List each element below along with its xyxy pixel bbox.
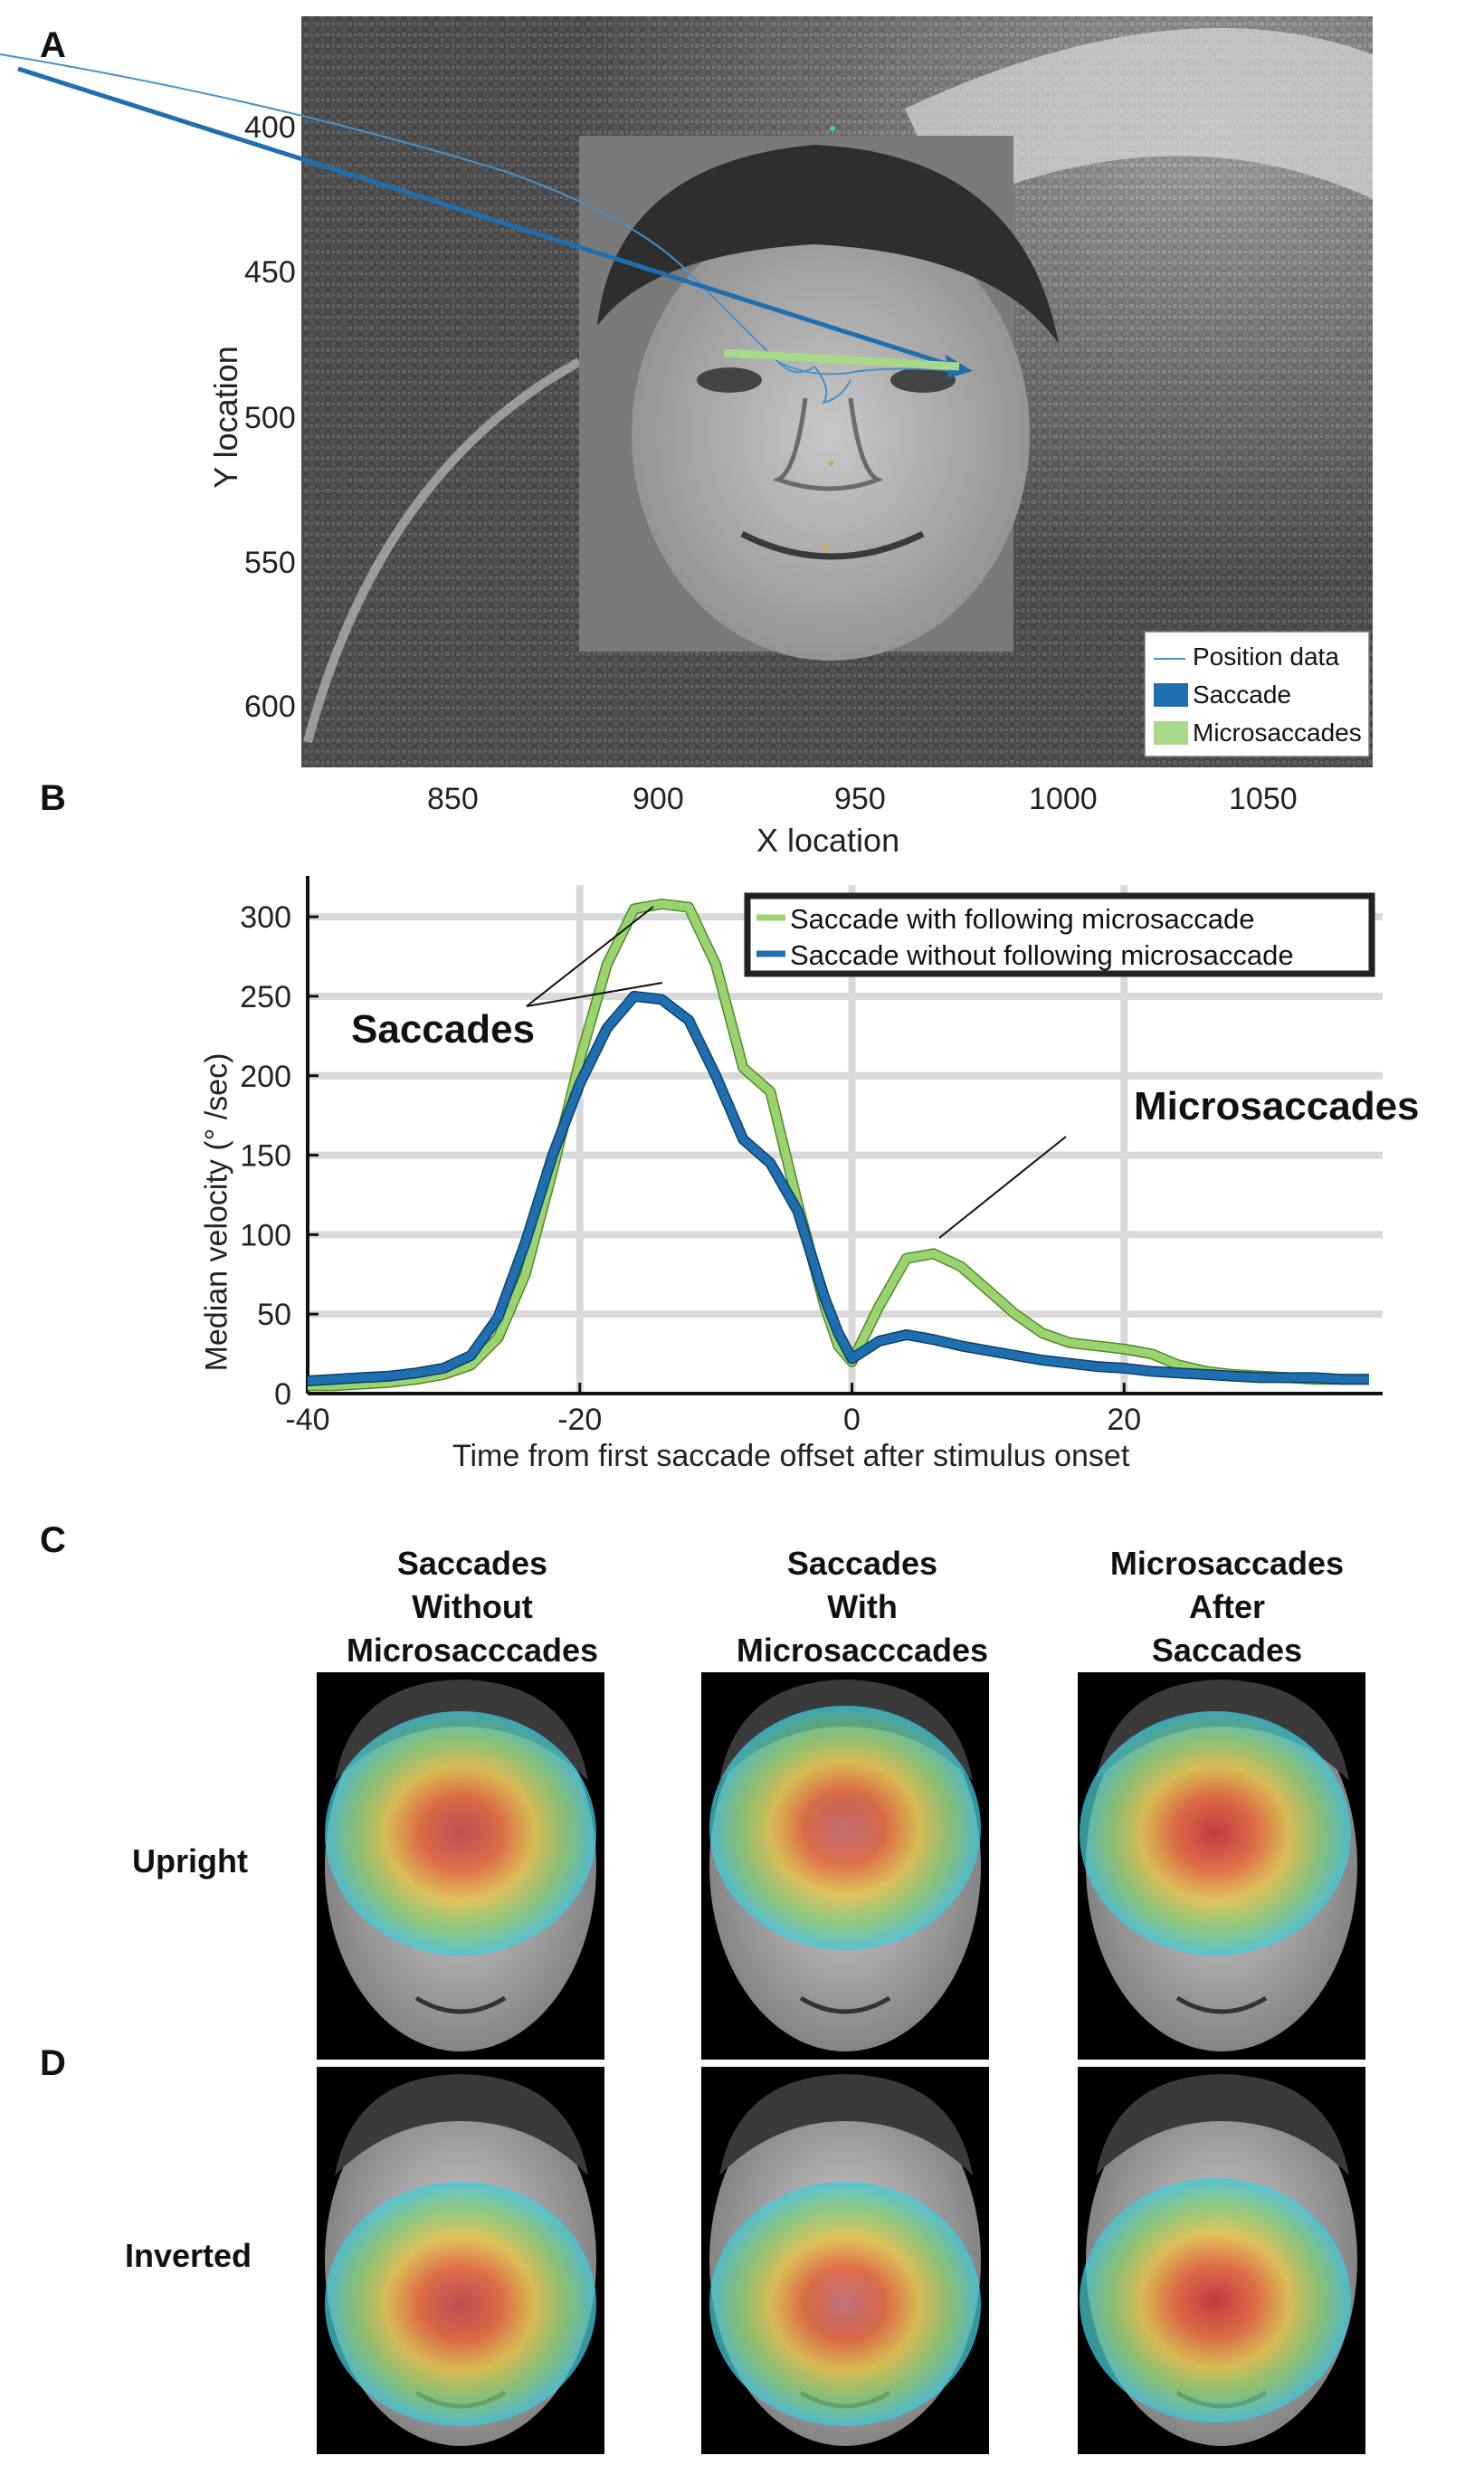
- legend-item-without-microsaccade: Saccade without following microsaccade: [790, 939, 1294, 971]
- hair: [719, 2074, 973, 2175]
- column-header-microsaccades-after: Microsaccades After Saccades: [1109, 1545, 1345, 1669]
- microsaccades-annotation: Microsaccades: [1134, 1084, 1420, 1128]
- y-tick-label: 250: [240, 980, 291, 1014]
- fixation-heat-blob: [1080, 1711, 1351, 1956]
- microsaccades-leader: [938, 1136, 1067, 1239]
- panel-a-xlabel: X location: [756, 822, 900, 859]
- legend-item-with-microsaccade: Saccade with following microsaccade: [790, 903, 1255, 935]
- mouth: [799, 1995, 891, 2014]
- y-tick: 550: [244, 546, 296, 580]
- series-line-without: [307, 992, 1369, 1385]
- panel-c-letter: C: [40, 1520, 66, 1560]
- y-tick-label: 0: [274, 1377, 291, 1412]
- fixation-heat-blob: [325, 2182, 596, 2426]
- legend-item-position: Position data: [1193, 642, 1339, 671]
- y-tick-label: 100: [240, 1218, 291, 1252]
- fixation-heat-blob: [709, 2182, 981, 2426]
- microsaccade-arrow: [723, 348, 960, 371]
- heatmap-inverted-without: [317, 2067, 604, 2454]
- column-header-saccades-with: Saccades With Microsacccades: [736, 1545, 989, 1669]
- x-tick-label: -20: [557, 1403, 602, 1437]
- panel-a-legend: [1144, 631, 1370, 757]
- chart-xlabel: Time from first saccade offset after sti…: [452, 1439, 1130, 1473]
- saccades-leader-2: [526, 982, 663, 1007]
- panel-a-eye-tracking-plot: [0, 16, 1373, 767]
- hair: [335, 2074, 588, 2175]
- saccades-leader-1: [526, 906, 654, 1007]
- hair: [1096, 1680, 1349, 1781]
- mouth: [1175, 1995, 1268, 2014]
- panel-b-letter: B: [40, 778, 66, 818]
- column-header-saccades-without: Saccades Without Microsacccades: [346, 1545, 599, 1669]
- heatmap-inverted-with: [701, 2067, 989, 2454]
- heatmap-upright-after: [1078, 1672, 1365, 2060]
- y-tick-label: 150: [240, 1139, 291, 1174]
- panel-a-ylabel: Y location: [207, 346, 244, 489]
- row-label-inverted: Inverted: [125, 2237, 252, 2274]
- hair: [1096, 2074, 1349, 2175]
- y-tick: 400: [244, 110, 296, 145]
- mouth: [414, 1995, 507, 2014]
- y-tick: 500: [244, 401, 296, 435]
- panel-d-letter: D: [40, 2043, 66, 2083]
- panel-b-velocity-chart: 0 50 100 150 200 250 300 -40 -20 0 20: [240, 876, 1383, 1437]
- x-tick: 850: [427, 782, 479, 816]
- x-tick: 1000: [1029, 782, 1098, 816]
- fixation-heat-blob: [325, 1711, 596, 1956]
- face-stimulus: [579, 136, 1059, 661]
- saccade-arrow: [17, 66, 956, 369]
- x-tick: 900: [633, 782, 684, 816]
- y-tick-label: 50: [257, 1298, 291, 1332]
- x-tick-label: 20: [1107, 1403, 1141, 1437]
- y-tick-label: 300: [240, 900, 291, 935]
- legend-item-saccade: Saccade: [1193, 680, 1291, 709]
- series-line-with: [308, 899, 1369, 1390]
- x-tick-label: 0: [843, 1403, 861, 1437]
- row-label-upright: Upright: [132, 1842, 248, 1880]
- x-tick-label: -40: [285, 1403, 329, 1437]
- fixation-heat-blob: [1080, 2178, 1351, 2422]
- heatmap-inverted-after: [1078, 2067, 1365, 2454]
- y-tick: 450: [244, 255, 296, 290]
- fixation-heat-blob: [709, 1706, 981, 1950]
- panel-a-letter: A: [40, 25, 66, 65]
- position-data-trace: [0, 53, 960, 376]
- hair: [335, 1680, 588, 1781]
- x-tick: 950: [834, 782, 886, 816]
- hair: [719, 1680, 973, 1781]
- chart-ylabel: Median velocity (° /sec): [199, 1052, 234, 1372]
- saccades-annotation: Saccades: [351, 1007, 536, 1052]
- legend-item-microsaccades: Microsaccades: [1193, 719, 1362, 747]
- x-tick: 1050: [1229, 782, 1298, 816]
- heatmap-upright-with: [701, 1672, 989, 2060]
- heatmap-upright-without: [317, 1672, 604, 2060]
- y-tick-label: 200: [240, 1060, 291, 1094]
- y-tick: 600: [244, 690, 296, 724]
- chart-legend-box: [744, 892, 1375, 977]
